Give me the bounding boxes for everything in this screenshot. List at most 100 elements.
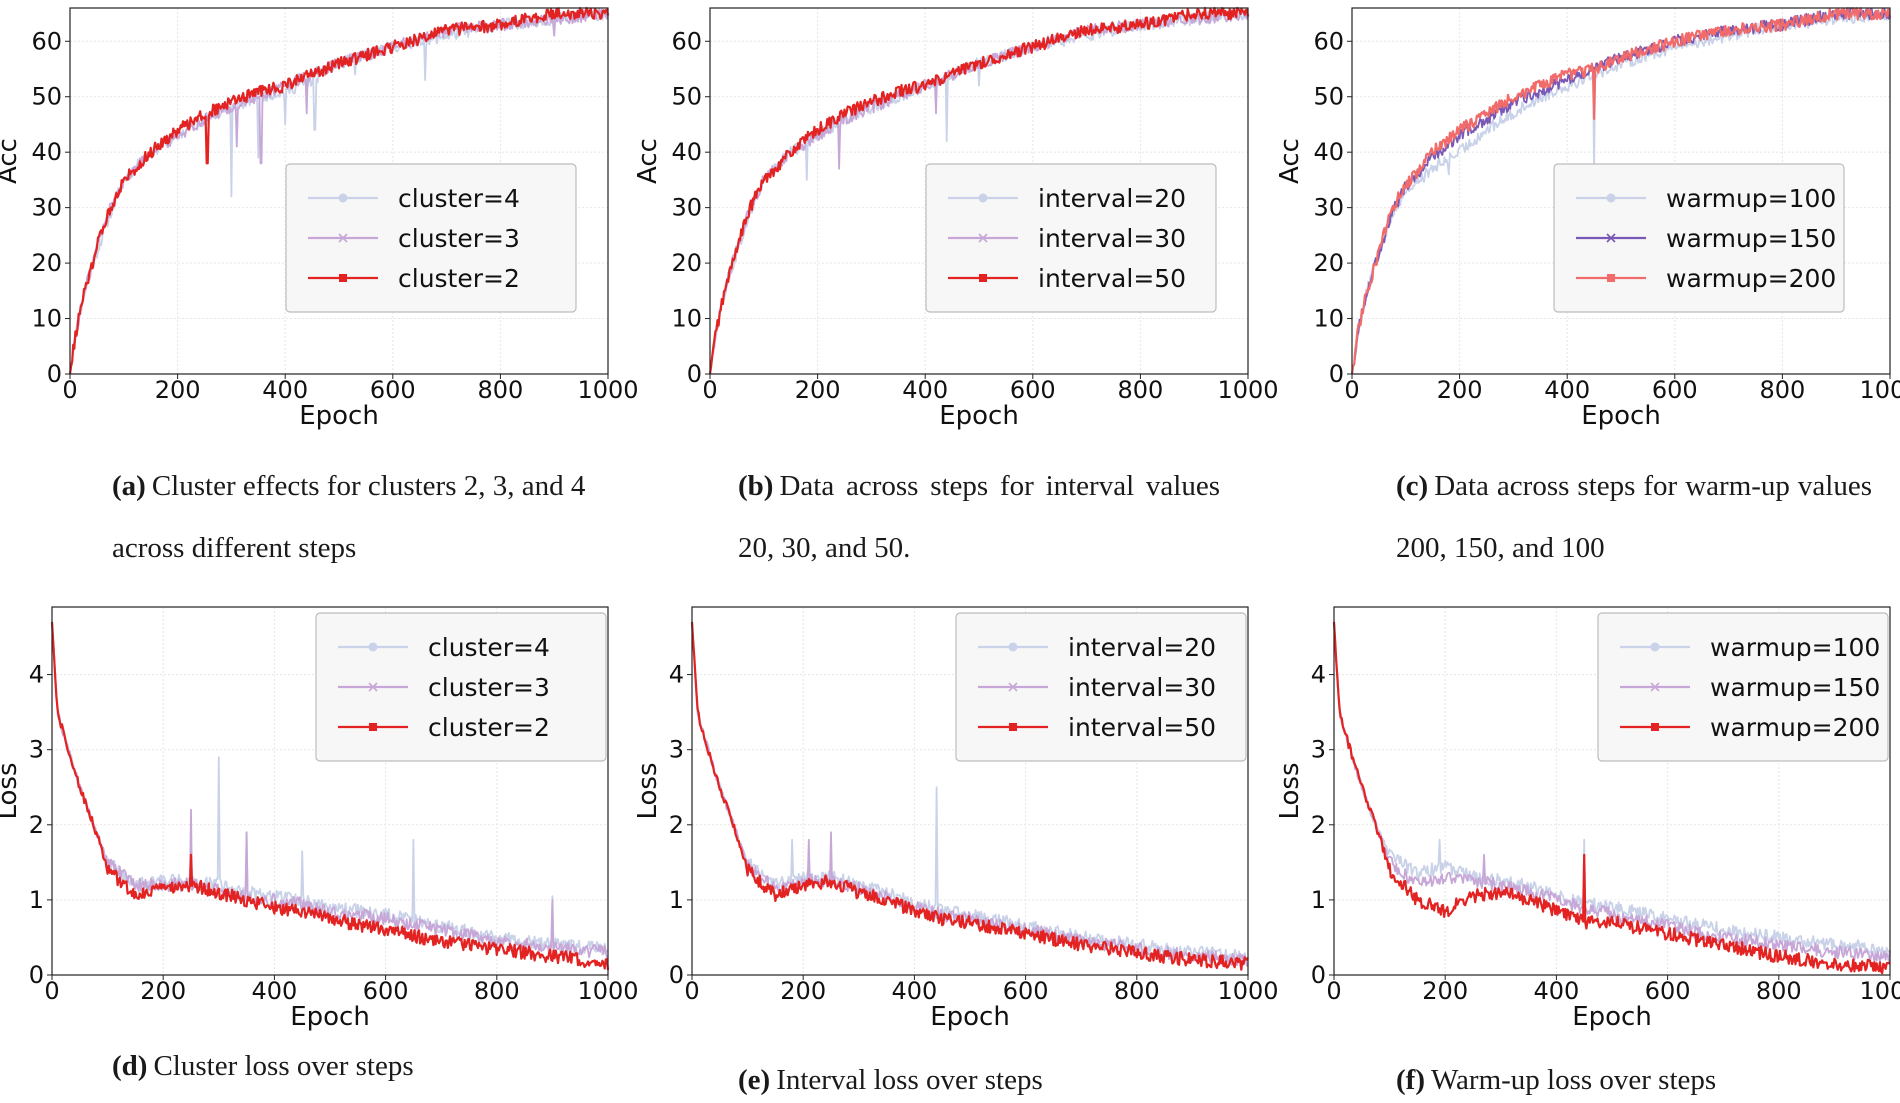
x-tick-label: 400 [1533, 977, 1579, 1005]
x-axis-label: Epoch [299, 401, 379, 431]
caption-b-tag: (b) [738, 470, 774, 502]
y-tick-label: 60 [1313, 27, 1344, 55]
y-tick-label: 20 [1313, 249, 1344, 277]
y-axis-label: Acc [1275, 138, 1305, 184]
caption-d-tag: (d) [112, 1050, 148, 1082]
legend-label: interval=50 [1068, 713, 1216, 742]
chart-panel-c: 0 200 400 600 800 1000 0 10 20 30 40 50 60 Epoch Acc wa… [1275, 0, 1900, 431]
caption-d-text: Cluster loss over steps [153, 1050, 414, 1082]
y-tick-label: 4 [29, 661, 44, 689]
y-tick-label: 30 [31, 194, 62, 222]
caption-c-text: Data across steps for warm-up values 200… [1396, 470, 1872, 564]
y-tick-label: 60 [31, 27, 62, 55]
x-tick-label: 200 [1437, 376, 1483, 404]
caption-d: (d) Cluster loss over steps [112, 1046, 652, 1086]
axes-frame [691, 606, 1249, 976]
chart-d-svg: 0 200 400 600 800 1000 0 1 2 3 4 Epoch Loss cluster=4… [0, 606, 639, 1032]
x-tick-label: 200 [780, 977, 826, 1005]
y-axis-label: Loss [633, 762, 663, 819]
x-tick-label: 1000 [577, 376, 638, 404]
y-tick-label: 0 [1329, 360, 1344, 388]
x-tick-label: 600 [370, 376, 416, 404]
y-axis-label: Acc [0, 138, 23, 184]
chart-e-svg: 0 200 400 600 800 1000 0 1 2 3 4 Epoch Loss interval=… [633, 606, 1279, 1032]
x-tick-label: 800 [477, 376, 523, 404]
y-tick-label: 0 [687, 360, 702, 388]
legend-label: warmup=200 [1666, 264, 1836, 293]
x-tick-label: 600 [1652, 376, 1698, 404]
legend-marker-x [1650, 682, 1660, 692]
legend-marker-x [1008, 682, 1018, 692]
legend-label: warmup=150 [1666, 224, 1836, 253]
x-tick-label: 800 [1114, 977, 1160, 1005]
x-tick-label: 800 [1759, 376, 1805, 404]
legend-label: warmup=100 [1710, 633, 1880, 662]
y-tick-label: 2 [669, 811, 684, 839]
legend-label: interval=20 [1038, 184, 1186, 213]
caption-a: (a) Cluster effects for clusters 2, 3, an… [112, 455, 652, 579]
x-tick-label: 400 [902, 376, 948, 404]
caption-c: (c) Data across steps for warm-up values … [1396, 455, 1872, 579]
x-tick-label: 400 [262, 376, 308, 404]
legend-marker-square [1607, 274, 1615, 282]
y-tick-label: 50 [671, 83, 702, 111]
x-axis-label: Epoch [1581, 401, 1661, 431]
x-tick-label: 1000 [1859, 376, 1900, 404]
x-tick-label: 400 [891, 977, 937, 1005]
legend-label: interval=30 [1068, 673, 1216, 702]
caption-f-tag: (f) [1396, 1064, 1425, 1096]
series-line-3 [690, 621, 1249, 971]
legend-label: cluster=3 [428, 673, 550, 702]
legend-marker-circle [368, 642, 378, 652]
y-tick-label: 1 [669, 886, 684, 914]
legend-label: cluster=2 [428, 713, 550, 742]
legend-marker-x [338, 233, 348, 243]
x-tick-label: 1000 [1859, 977, 1900, 1005]
y-tick-label: 10 [671, 305, 702, 333]
legend-label: interval=20 [1068, 633, 1216, 662]
y-tick-label: 1 [29, 886, 44, 914]
x-tick-label: 600 [1010, 376, 1056, 404]
legend-label: interval=30 [1038, 224, 1186, 253]
x-tick-label: 1000 [577, 977, 638, 1005]
legend-label: cluster=3 [398, 224, 520, 253]
y-tick-label: 2 [1311, 811, 1326, 839]
caption-f: (f) Warm-up loss over steps [1396, 1060, 1900, 1100]
legend-label: cluster=4 [428, 633, 550, 662]
y-tick-label: 20 [671, 249, 702, 277]
legend-box [285, 163, 577, 313]
legend-marker-square [1651, 723, 1659, 731]
chart-panel-b: 0 200 400 600 800 1000 0 10 20 30 40 50 60 Epoch Acc in… [633, 0, 1279, 431]
caption-a-text: Cluster effects for clusters 2, 3, and 4… [112, 470, 586, 564]
y-tick-label: 2 [29, 811, 44, 839]
x-tick-label: 200 [155, 376, 201, 404]
y-tick-label: 0 [669, 961, 684, 989]
x-tick-label: 400 [1544, 376, 1590, 404]
axes-frame [1351, 7, 1891, 375]
legend-box [955, 612, 1247, 762]
y-tick-label: 3 [29, 736, 44, 764]
y-axis-label: Loss [0, 762, 23, 819]
legend-label: interval=50 [1038, 264, 1186, 293]
legend-marker-square [1009, 723, 1017, 731]
y-tick-label: 20 [31, 249, 62, 277]
series-line-3 [1350, 7, 1892, 375]
y-tick-label: 40 [671, 138, 702, 166]
x-tick-label: 600 [1645, 977, 1691, 1005]
caption-c-tag: (c) [1396, 470, 1429, 502]
series-line-1 [1333, 621, 1891, 956]
x-axis-label: Epoch [1572, 1002, 1652, 1032]
legend-marker-x [1606, 233, 1616, 243]
series-line-3 [68, 6, 610, 375]
y-tick-label: 0 [47, 360, 62, 388]
x-tick-label: 800 [1756, 977, 1802, 1005]
caption-e-tag: (e) [738, 1064, 771, 1096]
legend-label: warmup=200 [1710, 713, 1880, 742]
legend-marker-circle [978, 193, 988, 203]
caption-e-text: Interval loss over steps [776, 1064, 1043, 1096]
legend-label: warmup=100 [1666, 184, 1836, 213]
y-tick-label: 50 [1313, 83, 1344, 111]
chart-b-svg: 0 200 400 600 800 1000 0 10 20 30 40 50 60 Epoch Acc in… [633, 6, 1279, 431]
chart-panel-e: 0 200 400 600 800 1000 0 1 2 3 4 Epoch Loss interval=… [633, 595, 1279, 1032]
x-tick-label: 1000 [1217, 376, 1278, 404]
